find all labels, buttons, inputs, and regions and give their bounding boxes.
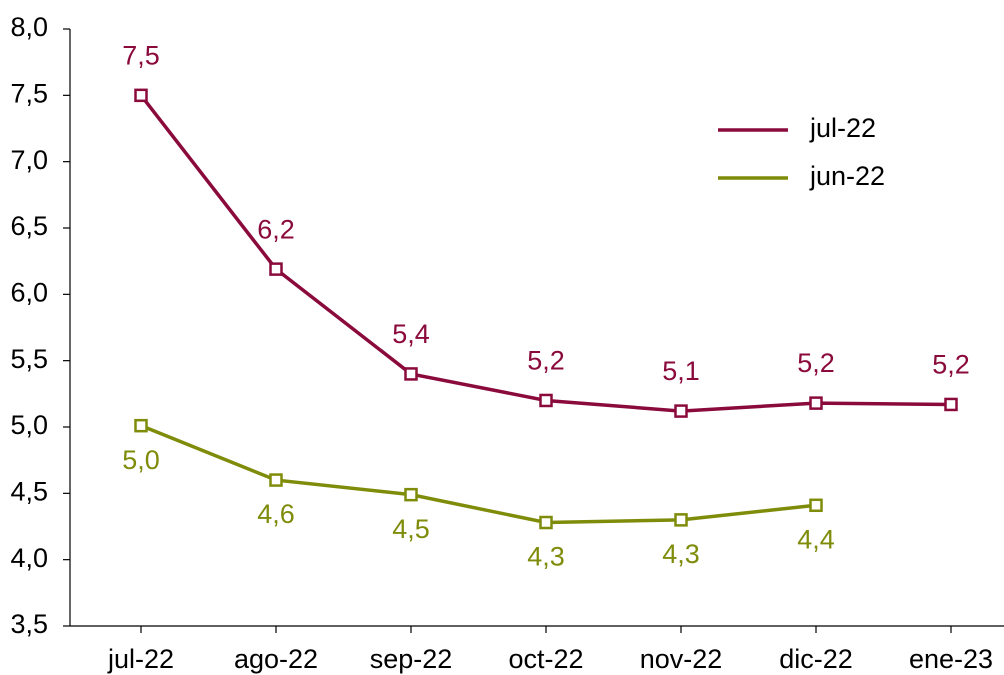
data-label: 5,0 [122,445,160,475]
x-tick-label: ene-23 [909,644,993,674]
marker [539,515,553,530]
legend-label: jul-22 [809,113,876,143]
x-tick-label: dic-22 [779,644,853,674]
y-tick-label: 4,0 [10,543,48,573]
y-tick-label: 6,0 [10,277,48,307]
marker [269,262,283,276]
x-tick-label: ago-22 [234,644,318,674]
data-label: 5,2 [527,346,565,376]
data-label: 4,3 [527,542,565,572]
y-tick-label: 7,0 [10,145,48,175]
legend-label: jun-22 [809,161,885,191]
marker [944,397,958,412]
data-label: 4,4 [797,524,835,554]
marker [674,513,688,527]
y-tick-label: 5,5 [10,344,48,374]
x-tick-label: nov-22 [640,644,723,674]
y-tick-label: 7,5 [10,78,48,108]
y-tick-label: 4,5 [10,476,48,506]
y-tick-label: 5,0 [10,410,48,440]
marker [134,88,148,103]
data-label: 5,4 [392,319,430,349]
y-tick-label: 6,5 [10,211,48,241]
data-label: 4,3 [662,539,700,569]
data-label: 5,2 [932,350,970,380]
marker [404,367,418,381]
data-label: 4,5 [392,514,430,544]
x-tick-label: oct-22 [508,644,583,674]
marker [404,487,418,502]
x-tick-label: sep-22 [370,644,453,674]
data-label: 4,6 [257,499,295,529]
marker [134,418,148,433]
marker [269,473,283,487]
data-label: 6,2 [257,214,295,244]
y-tick-label: 3,5 [10,609,48,639]
x-tick-label: jul-22 [107,644,174,674]
marker [809,396,823,410]
data-label: 5,2 [797,348,835,378]
data-label: 5,1 [662,356,700,386]
marker [539,393,553,408]
data-label: 7,5 [122,40,160,70]
marker [809,498,823,513]
series-line [140,424,817,525]
y-tick-label: 8,0 [10,12,48,42]
marker [674,404,688,418]
